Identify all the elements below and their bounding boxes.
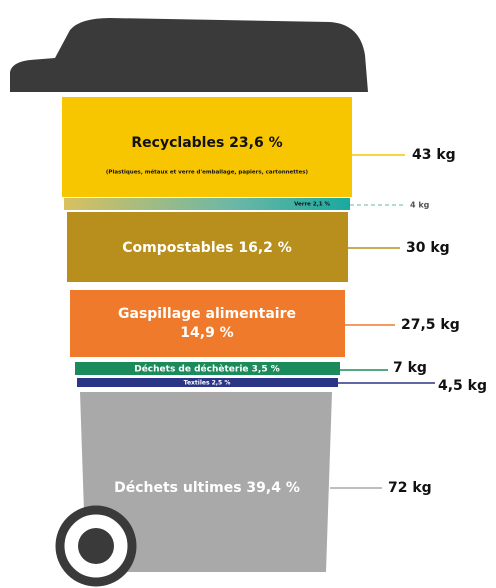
segment-note: (Plastiques, métaux et verre d'emballage… — [106, 169, 309, 176]
weight-label: 27,5 kg — [401, 317, 460, 333]
segment-label: 14,9 % — [180, 325, 233, 341]
weight-label: 7 kg — [393, 360, 427, 376]
weight-label: 4 kg — [410, 201, 430, 210]
segment-label: Recyclables 23,6 % — [131, 135, 282, 151]
gaspillage-band — [70, 290, 345, 357]
bin-lid — [10, 18, 368, 92]
weight-label: 4,5 kg — [438, 378, 487, 394]
weight-label: 30 kg — [406, 240, 450, 256]
segment-label: Compostables 16,2 % — [122, 240, 292, 256]
segment-label: Déchets ultimes 39,4 % — [114, 480, 300, 496]
segment-label: Déchets de déchèterie 3,5 % — [134, 364, 280, 375]
wheel-hub — [78, 528, 114, 564]
weight-label: 43 kg — [412, 147, 456, 163]
bin-infographic: Recyclables 23,6 % (Plastiques, métaux e… — [0, 0, 496, 588]
segment-label: Textiles 2,5 % — [184, 380, 231, 387]
page: {"segments": [ {"label": "Recyclables 23… — [0, 0, 496, 588]
segment-label: Verre 2,1 % — [294, 202, 330, 208]
weight-label: 72 kg — [388, 480, 432, 496]
segment-label: Gaspillage alimentaire — [118, 306, 296, 322]
